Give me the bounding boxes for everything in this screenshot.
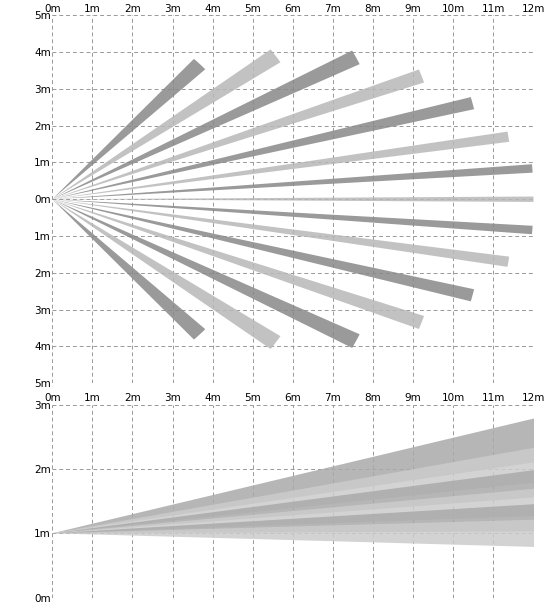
Polygon shape [52,199,424,329]
Polygon shape [52,50,280,199]
Polygon shape [52,468,550,533]
Polygon shape [52,132,509,199]
Polygon shape [52,164,532,199]
Polygon shape [52,415,550,533]
Polygon shape [52,519,550,547]
Polygon shape [52,487,550,533]
Polygon shape [52,199,509,267]
Polygon shape [52,59,205,199]
Polygon shape [52,503,550,533]
Polygon shape [52,199,280,349]
Polygon shape [52,445,550,533]
Polygon shape [52,199,360,348]
Polygon shape [52,199,474,302]
Polygon shape [52,69,424,199]
Polygon shape [52,199,205,340]
Polygon shape [52,97,474,199]
Polygon shape [52,199,532,234]
Polygon shape [52,197,534,202]
Polygon shape [52,50,360,199]
